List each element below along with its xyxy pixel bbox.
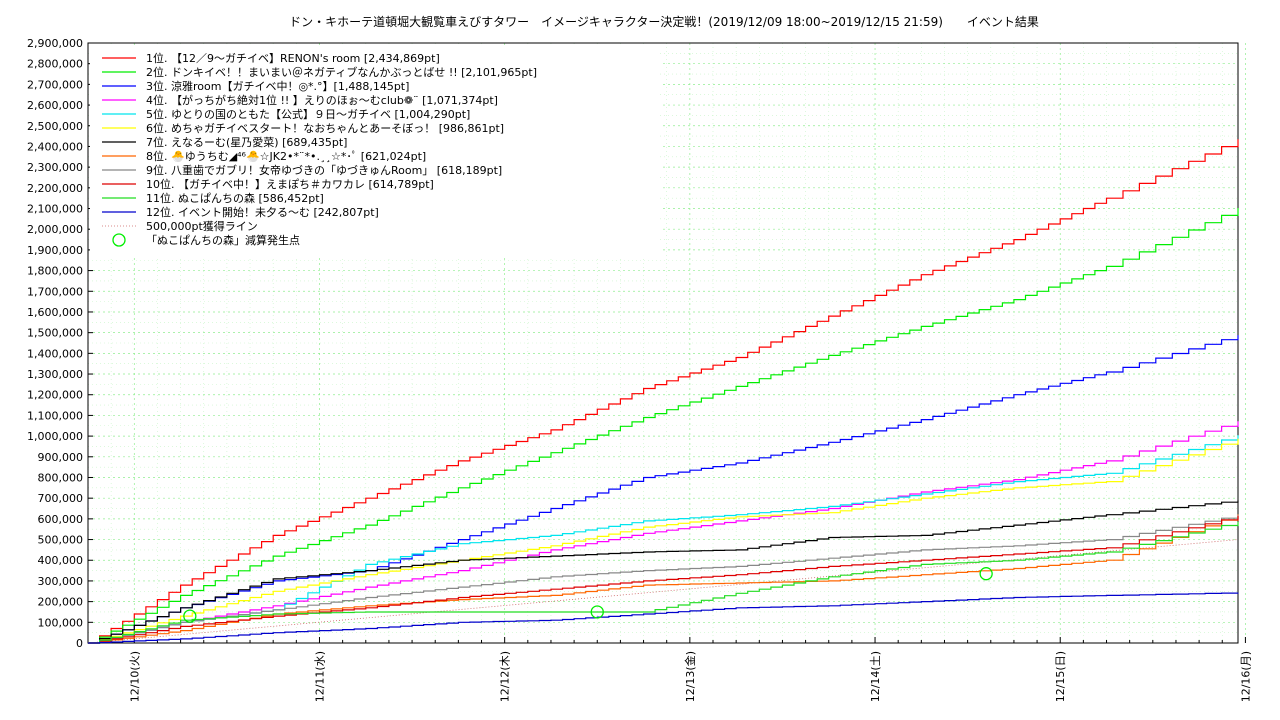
series-line-12	[88, 592, 1239, 644]
y-tick-label: 2,500,000	[27, 120, 83, 133]
series-line-8	[88, 514, 1239, 644]
y-tick-label: 2,300,000	[27, 161, 83, 174]
marker-group	[183, 567, 993, 623]
y-tick-label: 2,400,000	[27, 140, 83, 153]
legend-label: 10位. 【ガチイベ中！】えまぽち＃カワカレ [614,789pt]	[146, 177, 434, 191]
y-tick-label: 400,000	[38, 554, 84, 567]
y-tick-label: 1,800,000	[27, 265, 83, 278]
y-tick-label: 200,000	[38, 596, 84, 609]
y-tick-label: 1,200,000	[27, 389, 83, 402]
chart-title: ドン・キホーテ道頓堀大観覧車えびすタワー イメージキャラクター決定戦！(2019…	[289, 14, 1039, 29]
x-tick-label: 12/10(火)	[128, 651, 141, 702]
series-group	[88, 139, 1239, 644]
y-tick-label: 1,400,000	[27, 347, 83, 360]
legend-label: 4位. 【がっちがち絶対1位 !! 】えりのほぉ～むclub❁¨ [1,071,…	[146, 93, 498, 107]
y-tick-label: 1,900,000	[27, 244, 83, 257]
y-tick-label: 2,800,000	[27, 58, 83, 71]
x-tick-label: 12/12(木)	[499, 651, 512, 702]
reduction-marker	[590, 605, 604, 619]
series-line-7	[88, 500, 1239, 644]
series-line-4	[88, 421, 1239, 644]
plot-frame	[87, 42, 1239, 644]
legend-background	[90, 45, 660, 257]
legend-label: 500,000pt獲得ライン	[146, 220, 258, 233]
legend: 1位. 【12／9～ガチイベ】RENON's room [2,434,869pt…	[90, 45, 660, 257]
y-tick-label: 500,000	[38, 534, 84, 547]
y-tick-label: 1,500,000	[27, 327, 83, 340]
y-tick-label: 100,000	[38, 616, 84, 629]
x-tick-label: 12/11(水)	[313, 651, 326, 702]
y-tick-label: 900,000	[38, 451, 84, 464]
y-tick-label: 1,600,000	[27, 306, 83, 319]
y-tick-label: 2,900,000	[27, 37, 83, 50]
legend-label: 8位. 🐣ゆうちむ◢⁴⁶🐣☆JK2•*¨*•.¸¸☆*･ﾟ [621,024pt…	[146, 149, 426, 163]
x-tick-label: 12/15(日)	[1054, 651, 1067, 702]
y-tick-label: 300,000	[38, 575, 84, 588]
y-tick-label: 2,200,000	[27, 182, 83, 195]
y-axis: 0 100,000 200,000 300,000 400,000 500,000 600,…	[27, 37, 93, 650]
series-line-1	[88, 139, 1239, 644]
series-line-9	[88, 515, 1239, 644]
x-axis: 12/10(火) 12/11(水) 12/12(木) 12/13(金) 12/14(土)…	[110, 637, 1252, 702]
y-tick-label: 0	[76, 637, 83, 650]
legend-label: 7位. えなるーむ(星乃愛菜) [689,435pt]	[146, 135, 347, 149]
legend-label: 9位. 八重歯でガブリ！女帝ゆづきの「ゆづきゅんRoom」 [618,189pt…	[146, 163, 502, 177]
series-line-11	[88, 521, 1239, 644]
legend-label: 11位. ぬこぱんちの森 [586,452pt]	[146, 191, 324, 205]
legend-label: 1位. 【12／9～ガチイベ】RENON's room [2,434,869pt…	[146, 51, 440, 65]
reduction-marker	[183, 609, 197, 623]
legend-label: 12位. イベント開始！未夕る～む [242,807pt]	[146, 205, 379, 219]
y-tick-label: 1,000,000	[27, 430, 83, 443]
legend-label: 2位. ドンキイベ！！まいまい＠ネガティブなんかぶっとばせ !! [2,101,…	[146, 65, 537, 79]
y-tick-label: 600,000	[38, 513, 84, 526]
series-line-10	[88, 515, 1239, 644]
y-tick-label: 1,100,000	[27, 409, 83, 422]
y-tick-label: 2,000,000	[27, 223, 83, 236]
y-tick-label: 800,000	[38, 471, 84, 484]
reference-line-group	[87, 539, 1239, 644]
y-tick-label: 700,000	[38, 492, 84, 505]
x-tick-label: 12/16(月)	[1239, 651, 1252, 702]
legend-label: 6位. めちゃガチイベスタート！なおちゃんとあーそぼっ！ [986,861pt]	[146, 121, 504, 135]
legend-swatch	[112, 233, 126, 247]
reduction-marker	[979, 567, 993, 581]
y-tick-label: 2,600,000	[27, 99, 83, 112]
y-tick-label: 1,300,000	[27, 368, 83, 381]
reference-line	[87, 539, 1239, 644]
legend-label: 3位. 涼雅room【ガチイベ中！◎*.°】[1,488,145pt]	[146, 79, 409, 93]
series-line-6	[88, 438, 1239, 644]
y-tick-label: 2,100,000	[27, 203, 83, 216]
legend-label: 「ぬこぱんちの森」減算発生点	[146, 233, 300, 247]
series-line-2	[88, 208, 1239, 644]
y-tick-label: 1,700,000	[27, 285, 83, 298]
legend-label: 5位. ゆとりの国のともた【公式】９日～ガチイベ [1,004,290pt]	[146, 107, 470, 121]
x-tick-label: 12/14(土)	[869, 651, 882, 702]
x-tick-label: 12/13(金)	[683, 651, 697, 702]
y-tick-label: 2,700,000	[27, 78, 83, 91]
